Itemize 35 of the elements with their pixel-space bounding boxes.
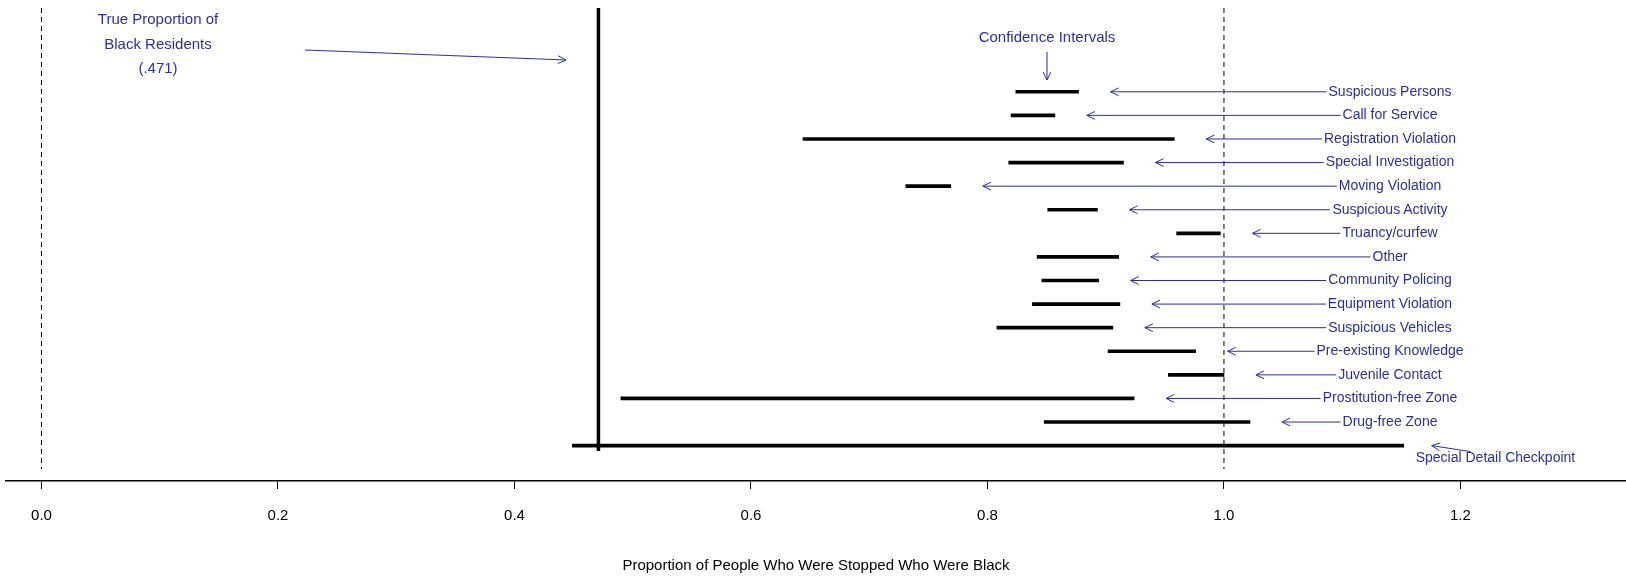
y-tick-label: Juvenile Contact	[1338, 365, 1442, 382]
x-tick-label: 0.6	[740, 506, 762, 524]
y-tick-label: Community Policing	[1328, 271, 1452, 288]
y-tick-label: Truancy/curfew	[1342, 224, 1439, 241]
bar	[1047, 207, 1098, 212]
bar	[1036, 255, 1120, 259]
y-tick-label: Equipment Violation	[1327, 294, 1453, 311]
x-tick-label: 1.0	[1213, 506, 1235, 524]
y-tick-label: Prostitution-free Zone	[1322, 389, 1458, 406]
bar	[1032, 302, 1121, 306]
y-tick-label: Suspicious Activity	[1332, 200, 1448, 217]
y-tick-label: Pre-existing Knowledge	[1316, 342, 1464, 359]
text: Confidence Intervals	[978, 28, 1116, 46]
x-tick-label: 0.2	[267, 506, 289, 524]
x-tick-label: 1.2	[1450, 506, 1471, 524]
bar	[996, 325, 1114, 330]
bar	[802, 137, 1175, 141]
y-tick-label: Suspicious Persons	[1328, 82, 1452, 99]
x-tick-label: 0.4	[504, 506, 525, 524]
y-tick-label: Registration Violation	[1323, 129, 1457, 146]
bar	[1176, 231, 1221, 236]
x-axis-title: Proportion of People Who Were Stopped Who Were Black	[622, 556, 1011, 574]
y-tick-label: Drug-free Zone	[1342, 412, 1438, 429]
bar	[1107, 349, 1196, 354]
y-tick-label: Special Investigation	[1325, 153, 1455, 170]
bar	[905, 184, 952, 188]
y-tick-label: Special Detail Checkpoint	[1415, 449, 1576, 466]
y-tick-label: Call for Service	[1342, 106, 1438, 123]
bar	[1015, 89, 1079, 94]
text: True Proportion of Black Residents (.471)	[97, 10, 219, 77]
x-tick-label: 0.8	[977, 506, 998, 524]
y-tick-label: Suspicious Vehicles	[1328, 318, 1452, 335]
y-tick-label: Moving Violation	[1338, 177, 1442, 194]
x-tick-label: 0.0	[31, 506, 52, 524]
y-tick-label: Other	[1372, 247, 1408, 264]
